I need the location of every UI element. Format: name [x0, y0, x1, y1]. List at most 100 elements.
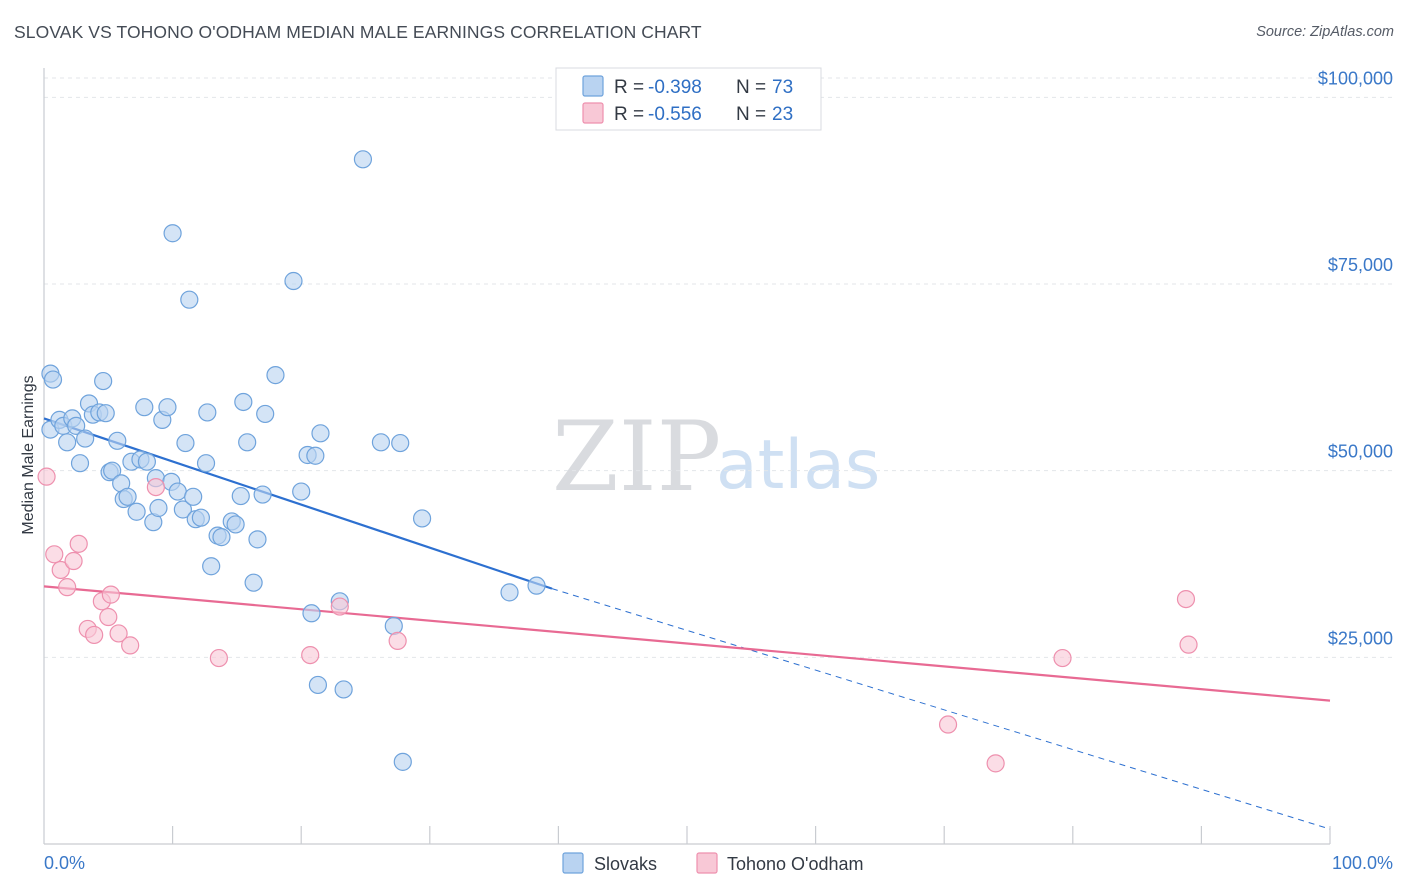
point-s0-42: [202, 557, 221, 576]
point-s0-64: [353, 150, 373, 169]
point-s1-20: [1053, 648, 1072, 668]
y-tick-label-1: $50,000: [1328, 442, 1393, 462]
point-s0-63: [334, 680, 353, 699]
point-s1-21: [1176, 589, 1196, 609]
point-s0-37: [184, 487, 203, 506]
chart-title: SLOVAK VS TOHONO O'ODHAM MEDIAN MALE EAR…: [14, 22, 702, 42]
y-tick-label-2: $75,000: [1328, 255, 1393, 275]
point-s0-16: [103, 461, 122, 480]
point-s0-14: [96, 404, 115, 423]
point-s0-67: [391, 433, 410, 453]
series-legend-swatch-slovaks: [562, 852, 584, 874]
watermark: ZIP atlas: [552, 401, 880, 513]
point-s0-71: [527, 576, 546, 595]
point-s1-13: [146, 477, 165, 497]
point-s0-49: [238, 433, 257, 452]
point-s0-58: [302, 604, 321, 623]
point-s1-14: [209, 648, 228, 668]
trend-extension-0: [551, 588, 1331, 830]
point-s1-0: [37, 467, 56, 486]
point-s0-47: [231, 486, 250, 506]
legend-r-value-1: -0.556: [648, 104, 702, 125]
point-s0-56: [292, 482, 311, 501]
point-s0-35: [176, 433, 195, 453]
point-s1-12: [121, 636, 140, 655]
point-s0-46: [226, 515, 245, 534]
point-s0-34: [173, 500, 192, 519]
gridlines: [44, 77, 1393, 658]
point-s1-3: [58, 578, 77, 597]
legend-swatch-slovaks: [582, 75, 604, 97]
point-s0-25: [137, 452, 156, 471]
point-s0-28: [149, 498, 168, 518]
trend-lines: [43, 417, 1331, 830]
point-s0-2: [43, 370, 63, 389]
point-s1-2: [51, 560, 70, 580]
point-s0-55: [284, 271, 303, 291]
point-s0-70: [500, 583, 519, 602]
point-s0-68: [393, 752, 412, 771]
point-s0-40: [196, 454, 216, 473]
point-s1-9: [99, 607, 118, 627]
trend-line-0: [43, 417, 553, 590]
point-s0-52: [253, 485, 272, 504]
point-s0-32: [163, 224, 182, 243]
series-legend-label-tohono: Tohono O'odham: [727, 854, 864, 874]
point-s1-17: [388, 631, 407, 651]
legend-r-label-0: R =: [614, 77, 644, 98]
trend-line-1: [43, 585, 1331, 702]
y-tick-labels: $25,000 $50,000 $75,000 $100,000: [1318, 68, 1393, 648]
y-tick-label-3: $100,000: [1318, 68, 1393, 88]
x-tick-label-left: 0.0%: [44, 853, 85, 873]
point-s1-16: [330, 597, 349, 616]
point-s0-5: [58, 433, 77, 452]
watermark-atlas: atlas: [716, 426, 880, 505]
point-s0-39: [191, 508, 210, 527]
point-s0-53: [256, 404, 275, 424]
point-s1-22: [1179, 635, 1198, 654]
point-s0-9: [76, 429, 95, 448]
point-s0-22: [127, 502, 146, 521]
point-s0-30: [158, 398, 177, 417]
point-s0-13: [94, 371, 113, 391]
point-s0-50: [244, 573, 263, 592]
point-s0-20: [118, 487, 137, 506]
point-s1-4: [64, 551, 83, 571]
point-s1-7: [85, 625, 104, 645]
point-s1-5: [69, 534, 88, 553]
point-s1-19: [986, 754, 1005, 773]
point-s0-60: [308, 675, 328, 695]
point-s1-18: [938, 715, 958, 734]
correlation-legend: R = -0.398 N = 73 R = -0.556 N = 23: [555, 67, 822, 131]
point-s0-41: [198, 403, 217, 422]
point-s1-1: [45, 545, 64, 564]
point-s0-61: [311, 424, 330, 443]
point-s1-10: [101, 585, 120, 604]
y-axis-label: Median Male Earnings: [20, 375, 37, 534]
watermark-zip: ZIP: [552, 401, 721, 513]
point-s0-7: [67, 416, 86, 435]
point-s0-59: [306, 446, 325, 465]
x-tick-label-right: 100.0%: [1332, 853, 1393, 873]
point-s0-44: [212, 528, 231, 547]
series-legend-swatch-tohono: [696, 852, 718, 874]
legend-n-value-0: 73: [772, 77, 793, 98]
legend-r-value-0: -0.398: [648, 77, 702, 98]
point-s0-24: [135, 398, 154, 417]
point-s0-48: [234, 392, 253, 412]
series-legend-label-slovaks: Slovaks: [594, 854, 657, 874]
data-points: [37, 150, 1198, 773]
legend-n-label-0: N =: [736, 77, 766, 98]
point-s0-36: [180, 290, 199, 309]
legend-n-label-1: N =: [736, 104, 766, 125]
point-s1-11: [109, 624, 128, 643]
source-label: Source: ZipAtlas.com: [1256, 24, 1394, 40]
point-s0-8: [70, 454, 90, 473]
point-s0-51: [248, 530, 267, 549]
point-s0-65: [371, 433, 391, 452]
legend-n-value-1: 23: [772, 104, 793, 125]
x-tick-labels: 0.0% 100.0%: [44, 853, 1393, 873]
series-legend: Slovaks Tohono O'odham: [562, 852, 864, 874]
y-tick-label-0: $25,000: [1328, 628, 1393, 648]
